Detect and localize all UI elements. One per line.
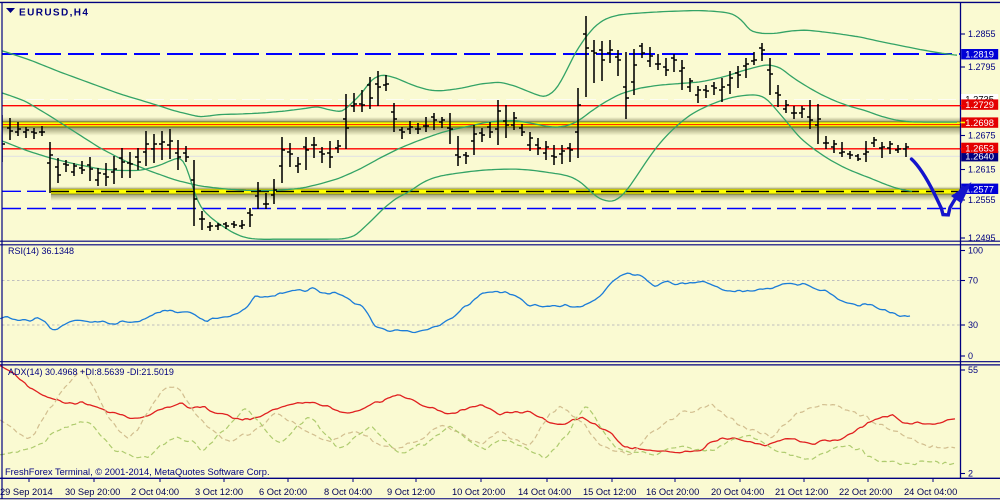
- svg-text:1.2555: 1.2555: [968, 195, 996, 205]
- svg-text:8 Oct 04:00: 8 Oct 04:00: [324, 487, 372, 497]
- svg-text:1.2795: 1.2795: [968, 62, 996, 72]
- svg-text:1.2577: 1.2577: [965, 183, 994, 194]
- svg-text:EURUSD,H4: EURUSD,H4: [19, 8, 89, 19]
- svg-text:55: 55: [968, 365, 978, 375]
- svg-text:1.2495: 1.2495: [968, 233, 996, 243]
- svg-text:1.2819: 1.2819: [965, 49, 994, 60]
- svg-text:0: 0: [968, 351, 973, 361]
- svg-text:1.2855: 1.2855: [968, 29, 996, 39]
- svg-text:1.2653: 1.2653: [965, 142, 994, 153]
- svg-text:1.2615: 1.2615: [968, 165, 996, 175]
- svg-text:14 Oct 04:00: 14 Oct 04:00: [518, 487, 571, 497]
- svg-text:RSI(14) 36.1348: RSI(14) 36.1348: [8, 246, 74, 256]
- svg-text:ADX(14) 30.4968 +DI:8.5639 -DI: ADX(14) 30.4968 +DI:8.5639 -DI:21.5019: [8, 367, 174, 377]
- svg-text:16 Oct 20:00: 16 Oct 20:00: [646, 487, 699, 497]
- svg-text:9 Oct 12:00: 9 Oct 12:00: [387, 487, 435, 497]
- svg-text:29 Sep 2014: 29 Sep 2014: [0, 487, 53, 497]
- svg-text:1.2675: 1.2675: [968, 131, 996, 141]
- svg-text:1.2698: 1.2698: [965, 117, 994, 128]
- svg-text:2 Oct 04:00: 2 Oct 04:00: [131, 487, 179, 497]
- svg-text:30 Sep 20:00: 30 Sep 20:00: [65, 487, 120, 497]
- svg-text:3 Oct 12:00: 3 Oct 12:00: [195, 487, 243, 497]
- svg-text:15 Oct 12:00: 15 Oct 12:00: [583, 487, 636, 497]
- svg-text:30: 30: [968, 320, 978, 330]
- svg-text:FreshForex Terminal, © 2001-20: FreshForex Terminal, © 2001-2014, MetaQu…: [5, 467, 270, 477]
- svg-text:1.2729: 1.2729: [965, 99, 994, 110]
- svg-text:22 Oct 20:00: 22 Oct 20:00: [839, 487, 892, 497]
- svg-text:2: 2: [968, 469, 973, 479]
- svg-text:70: 70: [968, 276, 978, 286]
- svg-text:1.2735: 1.2735: [965, 94, 994, 105]
- svg-text:100: 100: [968, 246, 983, 256]
- svg-text:6 Oct 20:00: 6 Oct 20:00: [259, 487, 307, 497]
- svg-text:20 Oct 04:00: 20 Oct 04:00: [711, 487, 764, 497]
- svg-text:21 Oct 12:00: 21 Oct 12:00: [775, 487, 828, 497]
- svg-text:1.2640: 1.2640: [965, 151, 994, 162]
- svg-text:10 Oct 20:00: 10 Oct 20:00: [452, 487, 505, 497]
- svg-text:24 Oct 04:00: 24 Oct 04:00: [904, 487, 957, 497]
